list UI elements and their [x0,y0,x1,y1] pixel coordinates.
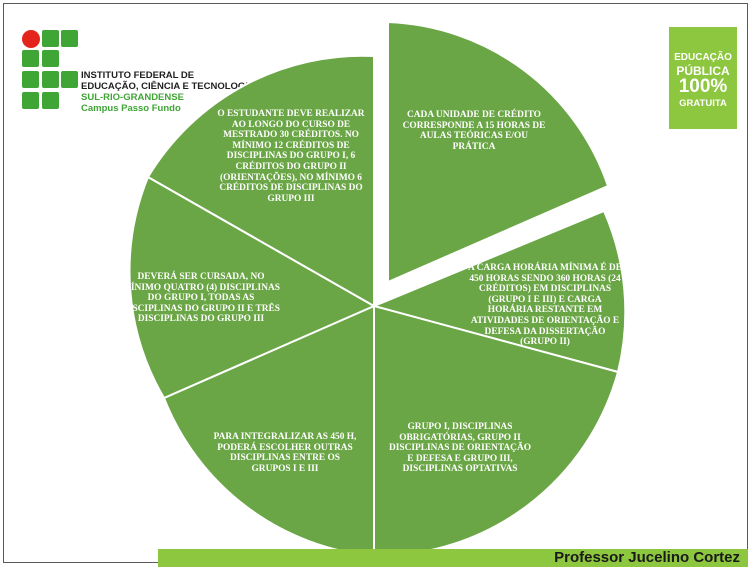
footer-bar: Professor Jucelino Cortez [158,549,748,567]
institution-name: INSTITUTO FEDERAL DE EDUCAÇÃO, CIÊNCIA E… [81,70,255,114]
public-education-badge: EDUCAÇÃO PÚBLICA 100% GRATUITA [669,27,737,129]
logo-square-icon [22,50,39,67]
segment-text-min-four: DEVERÁ SER CURSADA, NO MÍNIMO QUATRO (4)… [122,272,280,325]
segment-text-integralize: PARA INTEGRALIZAR AS 450 H, PODERÁ ESCOL… [213,432,357,474]
logo-square-icon [61,30,78,47]
logo-square-icon [42,71,59,88]
presenter-name: Professor Jucelino Cortez [554,549,740,566]
badge-line3: 100% [678,76,728,97]
pie-segment-thirty-credits [146,54,375,308]
badge-line2: PÚBLICA [676,64,730,78]
segment-text-groups: GRUPO I, DISCIPLINAS OBRIGATÓRIAS, GRUPO… [388,422,532,475]
institution-line2: EDUCAÇÃO, CIÊNCIA E TECNOLOGIA [81,81,255,92]
logo-square-icon [42,50,59,67]
pie-segment-min-workload [370,209,627,374]
logo-square-icon [42,30,59,47]
segment-text-min-workload: A CARGA HORÁRIA MÍNIMA É DE 450 HORAS SE… [468,263,622,348]
logo-square-icon [61,71,78,88]
institution-line4: Campus Passo Fundo [81,103,181,114]
pie-segment-min-four [128,175,377,400]
badge-line4: GRATUITA [679,98,727,109]
logo-square-icon [42,92,59,109]
institution-logo: INSTITUTO FEDERAL DE EDUCAÇÃO, CIÊNCIA E… [20,27,260,117]
logo-square-icon [22,92,39,109]
segment-text-credit-unit: CADA UNIDADE DE CRÉDITO CORRESPONDE A 15… [402,110,546,152]
logo-red-dot-icon [22,30,40,48]
logo-square-icon [22,71,39,88]
badge-line1: EDUCAÇÃO [674,52,732,63]
segment-text-thirty-credits: O ESTUDANTE DEVE REALIZAR AO LONGO DO CU… [217,109,365,204]
institution-line1: INSTITUTO FEDERAL DE [81,70,195,81]
pie-segment-credit-unit [387,20,610,284]
institution-line3: SUL-RIO-GRANDENSE [81,92,184,103]
